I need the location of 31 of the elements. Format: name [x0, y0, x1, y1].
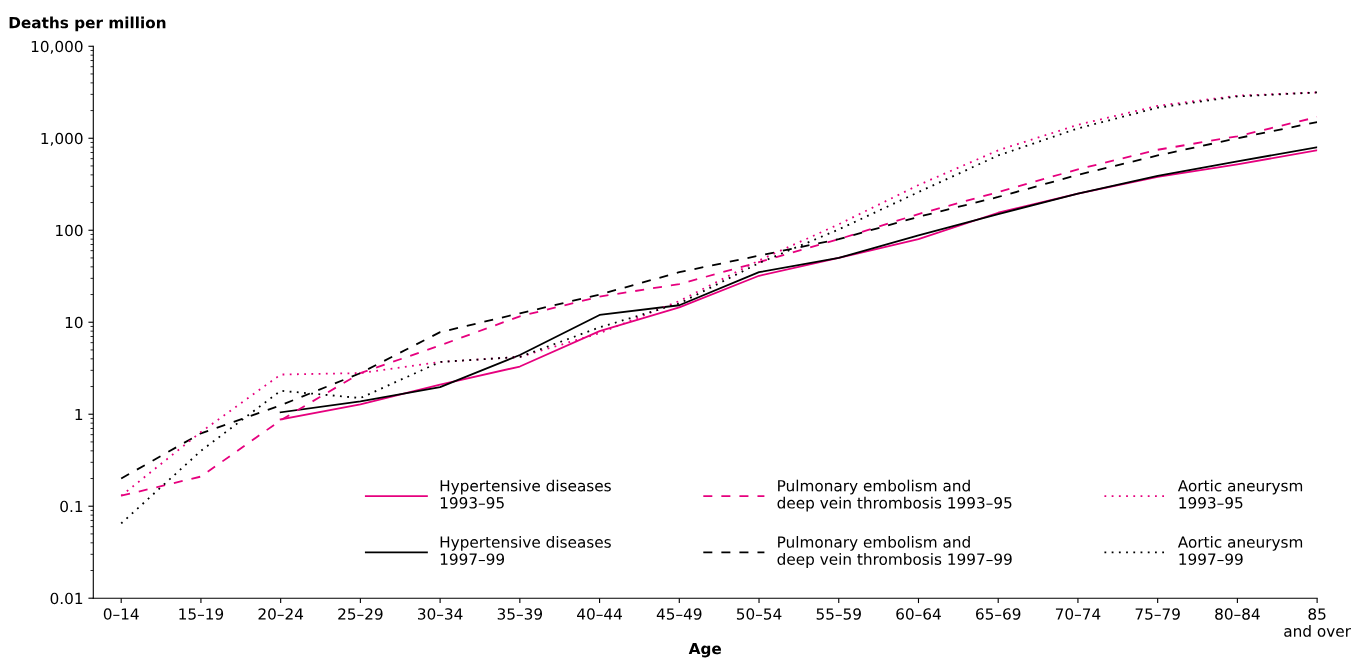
x-tick-label: 35–39	[497, 608, 543, 620]
x-tick-label: 75–79	[1135, 608, 1180, 620]
legend-label: Hypertensive diseases 1997–99	[440, 536, 611, 565]
x-tick-label: 30–34	[418, 608, 463, 620]
y-axis-title: Deaths per million	[9, 16, 166, 32]
y-tick-label: 10,000	[31, 40, 83, 54]
y-tick-label: 0.1	[60, 500, 83, 513]
x-tick-label: 55–59	[816, 608, 861, 620]
x-tick-label: 45–49	[656, 608, 702, 620]
legend-label: Aortic aneurysm 1993–95	[1177, 479, 1303, 509]
y-tick-label: 0.01	[50, 592, 83, 605]
y-tick-label: 10	[65, 316, 83, 329]
legend-label: Hypertensive diseases 1993–95	[440, 479, 611, 509]
x-tick-label: 80–84	[1215, 608, 1260, 620]
y-tick-label: 1,000	[41, 132, 83, 146]
x-tick-label: 20–24	[258, 608, 304, 620]
x-tick-label: 15–19	[179, 608, 224, 620]
legend-label: Pulmonary embolism and deep vein thrombosis 1997–99	[777, 536, 1012, 568]
x-tick-label: 70–74	[1055, 608, 1101, 620]
x-tick-label: 60–64	[896, 608, 941, 620]
x-tick-label: 65–69	[976, 608, 1021, 620]
x-tick-label: 85 and over	[1284, 608, 1351, 637]
x-tick-label: 25–29	[338, 608, 383, 620]
x-tick-label: 50–54	[736, 608, 782, 620]
x-tick-label: 0–14	[103, 608, 139, 620]
legend-label: Aortic aneurysm 1997–99	[1177, 536, 1303, 565]
y-tick-label: 100	[56, 224, 83, 237]
x-axis-title: Age	[688, 642, 722, 658]
legend-label: Pulmonary embolism and deep vein thrombosis 1993–95	[777, 479, 1012, 512]
x-tick-label: 40–44	[577, 608, 622, 620]
y-tick-label: 1	[75, 408, 83, 421]
